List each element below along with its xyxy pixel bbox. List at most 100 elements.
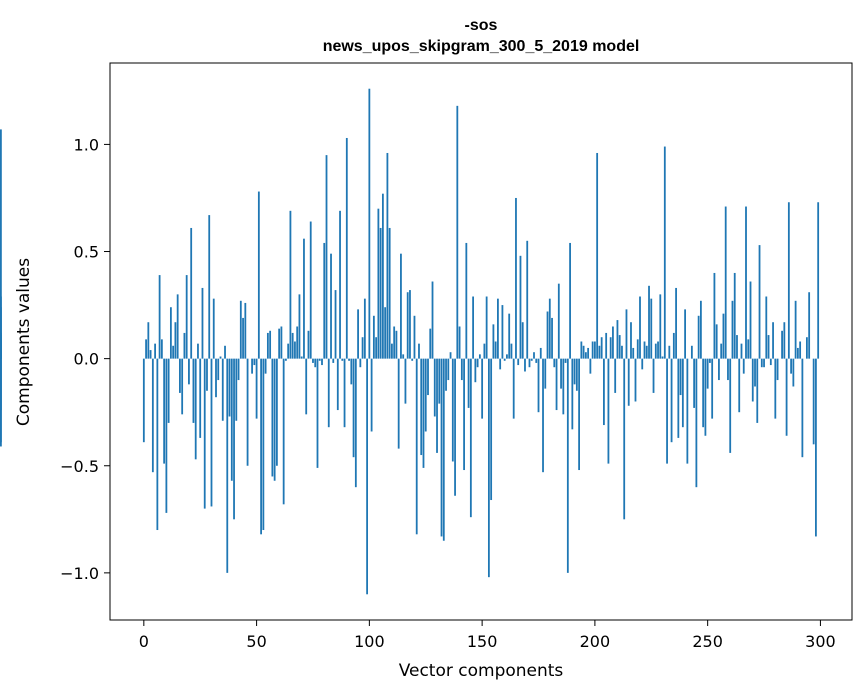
- bar: [521, 322, 524, 359]
- bar: [641, 358, 644, 370]
- bar: [255, 358, 258, 419]
- bar: [794, 300, 797, 359]
- bar: [336, 358, 339, 411]
- bar: [224, 345, 226, 359]
- bar: [490, 358, 493, 501]
- bar: [427, 358, 429, 396]
- bar: [456, 105, 459, 359]
- bar: [562, 358, 565, 415]
- bar: [666, 358, 668, 464]
- bar: [397, 358, 400, 449]
- x-axis: 0 50 100 150 200 250 300: [139, 620, 836, 651]
- bar: [575, 358, 578, 391]
- bar: [235, 358, 238, 421]
- x-tick-label: 0: [139, 632, 149, 651]
- bar: [160, 339, 163, 359]
- bar: [785, 358, 788, 436]
- bar: [179, 358, 181, 393]
- bar: [530, 358, 533, 361]
- bar: [533, 352, 535, 359]
- bar: [368, 88, 371, 359]
- bar: [420, 358, 423, 456]
- chart-title: -sos: [465, 17, 498, 34]
- y-axis-label: Components values: [14, 258, 34, 426]
- bar: [307, 330, 310, 359]
- bar: [411, 358, 414, 361]
- bar: [767, 335, 770, 359]
- bar: [776, 358, 779, 381]
- bar: [603, 358, 605, 426]
- bar: [350, 358, 353, 385]
- bar: [251, 358, 253, 374]
- bar: [501, 305, 504, 359]
- bar: [354, 358, 357, 488]
- y-tick-label: −0.5: [60, 457, 99, 476]
- bar: [244, 302, 247, 359]
- bar: [769, 358, 772, 366]
- x-tick-label: 100: [354, 632, 385, 651]
- bar: [312, 358, 314, 363]
- bar: [749, 281, 752, 359]
- bar: [792, 358, 795, 387]
- x-tick-label: 300: [805, 632, 836, 651]
- bar: [709, 358, 711, 363]
- bar: [593, 341, 596, 359]
- bar: [524, 358, 526, 372]
- bar: [454, 358, 456, 496]
- bar: [566, 358, 569, 573]
- bar: [194, 358, 197, 460]
- bar: [663, 146, 666, 359]
- bar: [447, 358, 450, 381]
- bar: [582, 345, 585, 359]
- bar: [526, 240, 529, 359]
- bar: [230, 358, 233, 481]
- bar: [517, 358, 520, 366]
- bar: [149, 350, 152, 359]
- bar: [357, 309, 359, 359]
- bar: [681, 358, 684, 428]
- bar: [607, 358, 610, 464]
- bar: [639, 296, 641, 359]
- bar: [273, 358, 276, 481]
- bar: [298, 294, 301, 359]
- bars-group: [0, 88, 820, 595]
- bar: [787, 202, 790, 359]
- bar: [544, 358, 547, 389]
- bar: [661, 356, 664, 359]
- bar: [598, 345, 601, 359]
- bar: [679, 358, 682, 396]
- bar: [754, 358, 756, 387]
- bar: [402, 354, 405, 359]
- bar: [553, 358, 556, 368]
- bar: [765, 296, 768, 359]
- bar: [474, 358, 477, 383]
- bar: [384, 307, 387, 359]
- bar: [467, 358, 470, 408]
- bar: [422, 358, 425, 468]
- bar: [539, 347, 542, 359]
- bar: [724, 206, 727, 359]
- bar: [165, 358, 168, 513]
- bar: [745, 206, 747, 359]
- bar: [740, 343, 743, 359]
- bar: [591, 341, 594, 359]
- bar: [715, 324, 718, 359]
- bar: [212, 298, 215, 359]
- bar: [176, 294, 179, 359]
- bar: [535, 358, 538, 363]
- bar: [345, 137, 348, 359]
- bar: [352, 358, 355, 458]
- bar: [339, 210, 341, 359]
- bar: [817, 202, 820, 359]
- bar: [206, 358, 208, 391]
- bar: [805, 337, 808, 359]
- bar: [463, 358, 465, 471]
- bar: [260, 358, 262, 535]
- bar: [246, 358, 249, 466]
- bar: [503, 358, 506, 361]
- bar: [424, 358, 427, 432]
- bar: [282, 358, 285, 505]
- bar: [727, 358, 729, 381]
- bar: [510, 343, 513, 359]
- bar: [185, 275, 188, 359]
